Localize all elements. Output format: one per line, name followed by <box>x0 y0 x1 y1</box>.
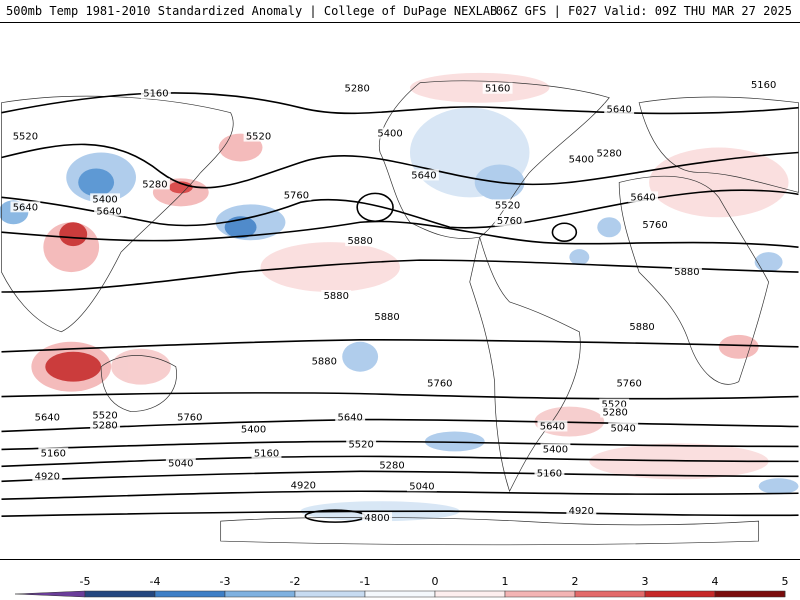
contour-label: 5160 <box>485 84 510 95</box>
colorbar-swatch <box>574 590 646 598</box>
colorbar-swatch <box>294 590 366 598</box>
contour-label: 5040 <box>168 458 193 469</box>
contour-label: 5280 <box>597 149 622 160</box>
contour-label: 5160 <box>751 80 776 91</box>
colorbar-swatch <box>504 590 576 598</box>
contour-label: 5520 <box>13 132 38 143</box>
contour-label: 5760 <box>284 190 309 201</box>
contour-label: 5160 <box>537 468 562 479</box>
contour-label: 5280 <box>603 408 628 419</box>
colorbar-swatch <box>364 590 436 598</box>
colorbar-tick-label: -2 <box>290 575 301 588</box>
contour-label: 5880 <box>374 312 399 323</box>
contour-label: 5400 <box>92 194 117 205</box>
colorbar-swatch <box>14 590 86 598</box>
contour-label: 4920 <box>35 471 60 482</box>
contour-label: 5880 <box>324 291 349 302</box>
contour-label: 5160 <box>143 89 168 100</box>
colorbar-tick-label: -1 <box>360 575 371 588</box>
colorbar-tick-label: -4 <box>150 575 161 588</box>
contour-label: 5280 <box>92 420 117 431</box>
contour-label: 5640 <box>411 170 436 181</box>
contour-label: 4920 <box>569 506 594 517</box>
colorbar-swatch <box>714 590 786 598</box>
colorbar-tick-label: 0 <box>432 575 439 588</box>
contour-label: 5640 <box>607 105 632 116</box>
colorbar-tick-label: -5 <box>80 575 91 588</box>
map-title: 500mb Temp 1981-2010 Standardized Anomal… <box>6 4 498 18</box>
colorbar: -5 -4 -3 -2 -1 0 1 2 3 4 5 <box>14 575 789 598</box>
model-run-info: 06Z GFS | F027 Valid: 09Z THU MAR 27 202… <box>495 4 792 18</box>
contour-label: 5880 <box>347 236 372 247</box>
contour-label: 5760 <box>616 379 641 390</box>
contour-label: 5640 <box>96 206 121 217</box>
contour-label: 5640 <box>13 202 38 213</box>
colorbar-swatch <box>224 590 296 598</box>
contour-label: 5520 <box>348 439 373 450</box>
contour-label: 5400 <box>543 444 568 455</box>
contour-label: 5640 <box>35 413 60 424</box>
contour-label: 5760 <box>177 413 202 424</box>
colorbar-tick-label: 3 <box>642 575 649 588</box>
contour-label: 5040 <box>409 481 434 492</box>
contour-label: 4920 <box>291 480 316 491</box>
colorbar-tick-label: -3 <box>220 575 231 588</box>
contour-label: 5040 <box>610 423 635 434</box>
contour-label: 5520 <box>246 132 271 143</box>
contour-label: 5400 <box>377 129 402 140</box>
contour-label: 5160 <box>254 448 279 459</box>
contour-label: 5280 <box>379 460 404 471</box>
contour-label: 5760 <box>427 379 452 390</box>
contour-label: 5400 <box>569 154 594 165</box>
contour-label: 5760 <box>642 220 667 231</box>
colorbar-swatch <box>154 590 226 598</box>
contour-label: 5160 <box>41 448 66 459</box>
contour-label: 5280 <box>142 179 167 190</box>
contour-label: 5640 <box>630 192 655 203</box>
colorbar-tick-label: 5 <box>782 575 789 588</box>
contour-label: 5640 <box>338 413 363 424</box>
contour-label: 5400 <box>241 424 266 435</box>
contour-label: 5640 <box>540 421 565 432</box>
contour-label: 5880 <box>674 267 699 278</box>
contour-label: 5280 <box>344 84 369 95</box>
contour-label: 5880 <box>312 357 337 368</box>
colorbar-tick-label: 4 <box>712 575 719 588</box>
contour-label: 5760 <box>497 216 522 227</box>
contour-label: 5520 <box>602 400 627 411</box>
contour-label: 5520 <box>92 411 117 422</box>
colorbar-swatch <box>434 590 506 598</box>
contour-label: 5520 <box>495 200 520 211</box>
contour-label: 5880 <box>629 322 654 333</box>
colorbar-swatch <box>644 590 716 598</box>
colorbar-tick-label: 2 <box>572 575 579 588</box>
colorbar-tick-label: 1 <box>502 575 509 588</box>
contour-label: 4800 <box>364 513 389 524</box>
colorbar-swatch <box>84 590 156 598</box>
